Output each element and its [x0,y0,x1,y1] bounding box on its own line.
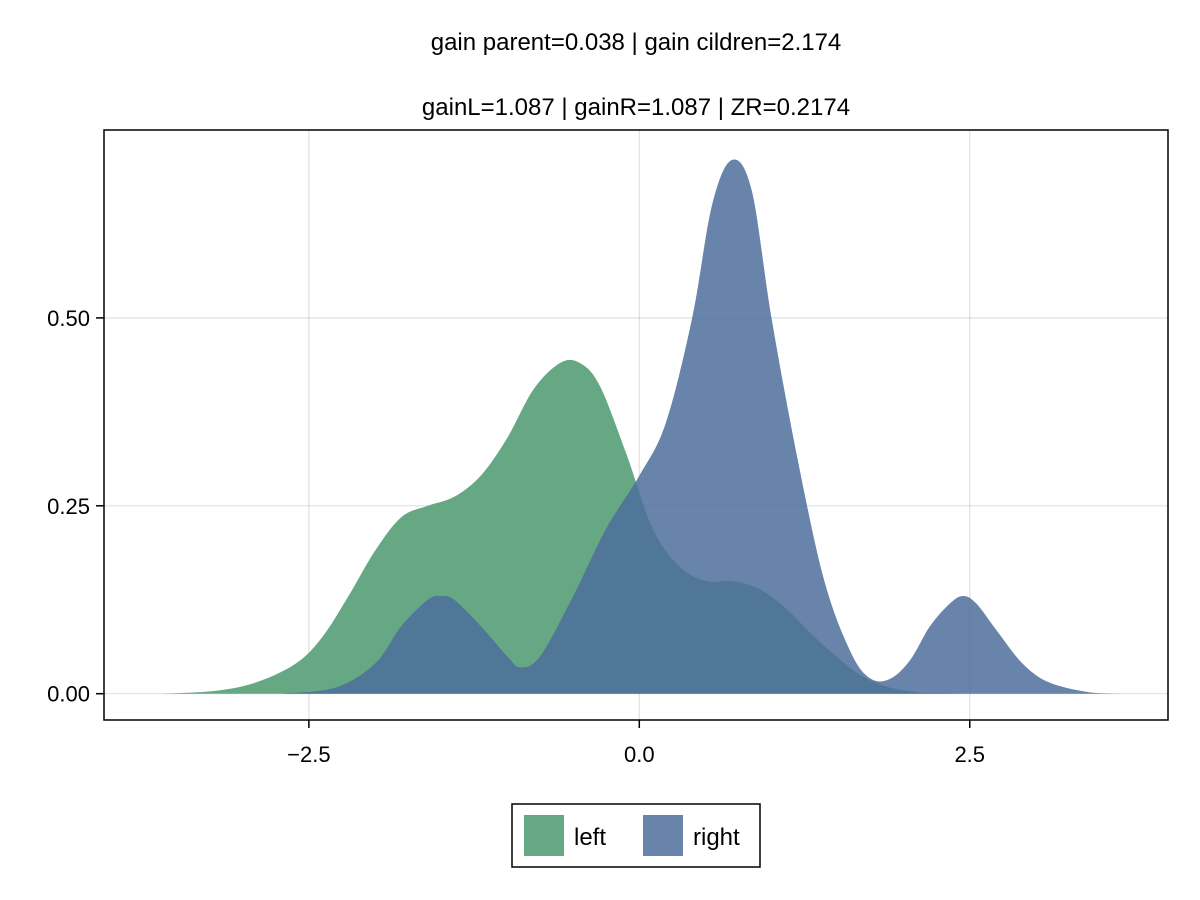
chart-title: gain parent=0.038 | gain cildren=2.174 [431,29,842,56]
legend: left right [511,803,761,868]
plot-areas [163,159,1122,694]
legend-label-left: left [574,824,606,851]
plot-frame [103,129,1169,721]
axis-ticks: −2.5 0.0 2.5 0.00 0.25 0.50 [47,306,985,767]
x-tick-label: 2.5 [954,742,985,767]
chart-subtitle: gainL=1.087 | gainR=1.087 | ZR=0.2174 [422,94,850,121]
x-tick-label: 0.0 [624,742,655,767]
legend-label-right: right [693,824,740,851]
y-tick-label: 0.25 [47,494,90,519]
x-tick-label: −2.5 [287,742,330,767]
y-tick-label: 0.50 [47,306,90,331]
area-right [282,159,1122,694]
y-tick-label: 0.00 [47,682,90,707]
legend-swatch-left [524,815,564,856]
legend-swatch-right [643,815,683,856]
